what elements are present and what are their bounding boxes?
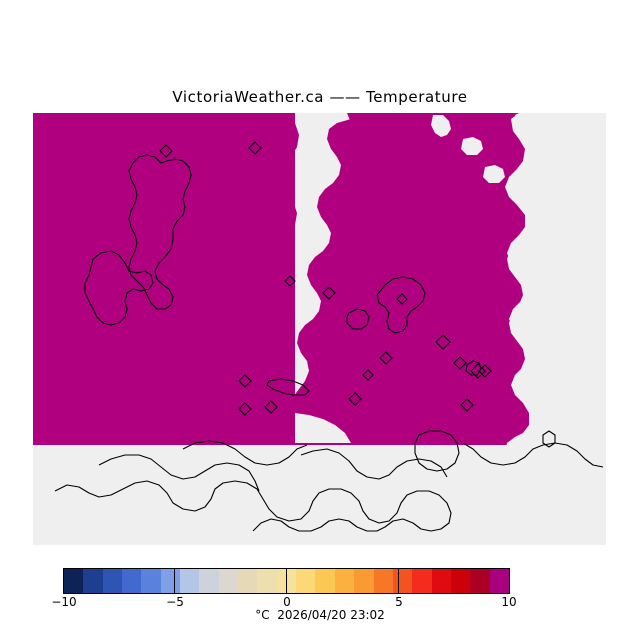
colorbar-segment bbox=[412, 569, 432, 593]
colorbar-segment bbox=[373, 569, 393, 593]
colorbar-segment bbox=[180, 569, 200, 593]
station-marker[interactable] bbox=[322, 286, 336, 300]
sea-east-carve bbox=[503, 113, 606, 545]
station-marker[interactable] bbox=[284, 275, 296, 287]
station-marker[interactable] bbox=[453, 356, 467, 370]
sea-north-inlets bbox=[431, 115, 505, 183]
station-marker[interactable] bbox=[159, 144, 173, 158]
map-field-value: 10 bbox=[0, 0, 1, 1]
temperature-field-east-body bbox=[279, 115, 569, 533]
colorbar-label-minus5: −5 bbox=[166, 595, 184, 609]
station-marker[interactable] bbox=[248, 141, 262, 155]
colorbar-label-plus5: 5 bbox=[395, 595, 403, 609]
colorbar-caption: °C 2026/04/20 23:02 bbox=[255, 608, 385, 622]
colorbar-segment bbox=[257, 569, 277, 593]
colorbar-segment bbox=[296, 569, 316, 593]
colorbar[interactable] bbox=[63, 568, 510, 594]
station-marker[interactable] bbox=[238, 402, 252, 416]
station-marker[interactable] bbox=[435, 334, 451, 350]
sea-southwest-bay bbox=[295, 413, 351, 443]
colorbar-tick-minus5 bbox=[174, 568, 175, 594]
colorbar-label-zero: 0 bbox=[283, 595, 291, 609]
colorbar-segment bbox=[102, 569, 123, 593]
station-marker[interactable] bbox=[264, 400, 278, 414]
colorbar-segment bbox=[64, 569, 84, 593]
colorbar-segment bbox=[489, 569, 509, 593]
station-marker[interactable] bbox=[379, 351, 393, 365]
colorbar-segment bbox=[141, 569, 161, 593]
colorbar-segment bbox=[238, 569, 258, 593]
colorbar-segment bbox=[199, 569, 219, 593]
colorbar-segment bbox=[354, 569, 374, 593]
station-marker[interactable] bbox=[460, 398, 474, 412]
colorbar-segment bbox=[315, 569, 335, 593]
station-markers[interactable] bbox=[159, 141, 492, 416]
page-title: VictoriaWeather.ca —— Temperature bbox=[172, 88, 468, 106]
colorbar-segment bbox=[470, 569, 490, 593]
colorbar-segment bbox=[218, 569, 239, 593]
colorbar-segment bbox=[122, 569, 142, 593]
station-marker[interactable] bbox=[470, 363, 486, 379]
station-marker[interactable] bbox=[396, 293, 408, 305]
colorbar-tick-labels: −10 −5 0 5 10 bbox=[0, 595, 640, 611]
colorbar-segment bbox=[392, 569, 413, 593]
colorbar-segment bbox=[83, 569, 103, 593]
colorbar-segment bbox=[431, 569, 451, 593]
station-marker[interactable] bbox=[348, 392, 362, 406]
map-plot-area[interactable] bbox=[33, 113, 606, 545]
lake-outlines bbox=[84, 154, 556, 448]
colorbar-segment bbox=[160, 569, 181, 593]
station-marker[interactable] bbox=[362, 369, 374, 381]
coastline-outlines-south bbox=[54, 430, 604, 532]
colorbar-tick-plus5 bbox=[398, 568, 399, 594]
temperature-field-west-block bbox=[33, 113, 295, 445]
colorbar-label-minus10: −10 bbox=[51, 595, 77, 609]
colorbar-tick-zero bbox=[286, 568, 287, 594]
map-below-data-extent bbox=[33, 445, 606, 545]
colorbar-segment bbox=[450, 569, 471, 593]
station-marker[interactable] bbox=[478, 364, 492, 378]
colorbar-segment bbox=[334, 569, 355, 593]
colorbar-label-plus10: 10 bbox=[501, 595, 517, 609]
station-marker[interactable] bbox=[238, 374, 252, 388]
map-svg bbox=[33, 113, 606, 545]
